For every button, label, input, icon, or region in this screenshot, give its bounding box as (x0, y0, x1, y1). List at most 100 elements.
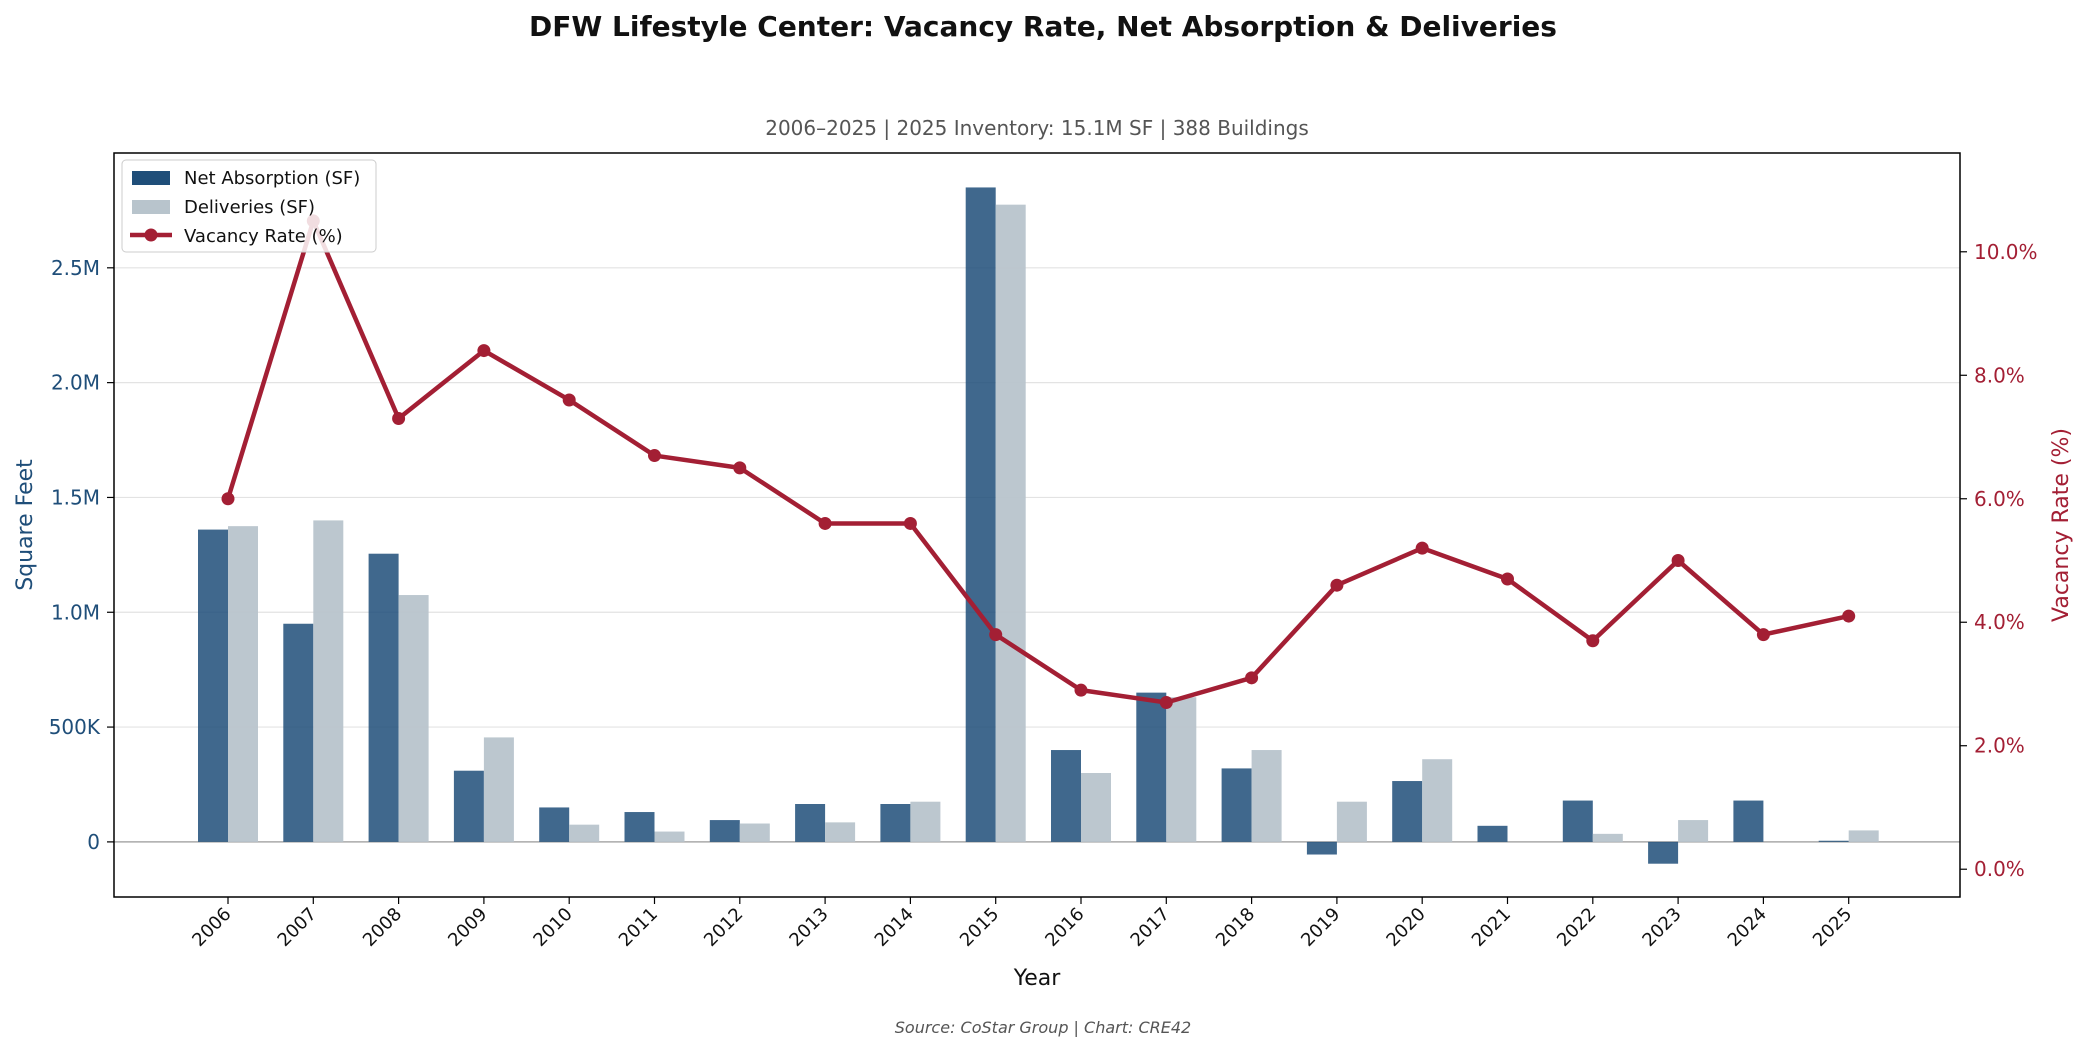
right-tick-label: 6.0% (1974, 487, 2025, 511)
legend-swatch-absorption (132, 171, 170, 185)
bar-deliveries-2017 (1166, 697, 1197, 842)
y2-axis-label: Vacancy Rate (%) (2049, 428, 2074, 622)
bar-deliveries-2015 (995, 204, 1026, 842)
chart-title: DFW Lifestyle Center: Vacancy Rate, Net … (529, 10, 1557, 43)
bar-absorption-2025 (1818, 840, 1849, 842)
bar-deliveries-2019 (1336, 801, 1367, 842)
x-tick-label: 2015 (956, 904, 1003, 951)
x-tick-label: 2012 (700, 904, 747, 951)
x-tick-label: 2022 (1553, 904, 1600, 951)
vacancy-point-2014 (903, 516, 917, 530)
vacancy-point-2019 (1330, 578, 1344, 592)
bar-absorption-2015 (965, 187, 996, 842)
chart-source: Source: CoStar Group | Chart: CRE42 (894, 1018, 1192, 1037)
legend: Net Absorption (SF) Deliveries (SF) Vaca… (121, 159, 377, 253)
x-tick-label: 2007 (274, 904, 321, 951)
vacancy-point-2011 (648, 449, 661, 463)
bar-absorption-2012 (709, 820, 740, 842)
vacancy-line (225, 218, 1850, 705)
bar-deliveries-2011 (654, 831, 685, 842)
right-tick-label: 4.0% (1974, 610, 2025, 634)
bar-absorption-2013 (795, 804, 826, 842)
y-axis-label: Square Feet (13, 459, 38, 591)
left-axis-ticks: 0 500K 1.0M 1.5M 2.0M 2.5M (49, 256, 114, 854)
bar-deliveries-2025 (1848, 830, 1879, 842)
bar-deliveries-2008 (398, 595, 429, 842)
chart-subtitle: 2006–2025 | 2025 Inventory: 15.1M SF | 3… (765, 116, 1309, 140)
vacancy-point-2018 (1245, 671, 1259, 685)
bar-absorption-2010 (539, 807, 570, 842)
bar-absorption-2018 (1221, 768, 1252, 842)
x-tick-label: 2019 (1297, 904, 1344, 951)
left-tick-label: 1.0M (51, 600, 100, 624)
vacancy-point-2020 (1415, 541, 1429, 555)
bar-absorption-2022 (1562, 800, 1593, 842)
vacancy-line-group (221, 214, 1856, 710)
x-axis-label: Year (1013, 966, 1062, 991)
bar-deliveries-2009 (483, 737, 514, 842)
x-tick-label: 2009 (444, 904, 491, 951)
bar-absorption-2009 (453, 770, 484, 842)
x-tick-label: 2010 (529, 904, 576, 951)
bar-absorption-2014 (880, 804, 911, 842)
left-tick-label: 500K (49, 715, 101, 739)
bar-absorption-2024 (1733, 800, 1764, 842)
right-axis-ticks: 0.0% 2.0% 4.0% 6.0% 8.0% 10.0% (1960, 240, 2038, 881)
bar-absorption-2008 (368, 553, 399, 842)
left-tick-label: 0 (87, 830, 100, 854)
right-tick-label: 10.0% (1974, 240, 2038, 264)
bar-absorption-2019 (1306, 841, 1337, 855)
x-tick-label: 2020 (1382, 904, 1429, 951)
vacancy-point-2013 (818, 516, 832, 530)
bar-absorption-2006 (198, 529, 228, 842)
bar-absorption-2007 (283, 623, 314, 842)
left-tick-label: 2.0M (51, 371, 100, 395)
vacancy-point-2008 (392, 411, 406, 425)
vacancy-point-2024 (1756, 628, 1770, 642)
bar-absorption-2011 (624, 812, 655, 842)
x-tick-label: 2017 (1127, 904, 1174, 951)
plot-frame (113, 152, 1961, 898)
x-axis-ticks: 2006 2007 2008 2009 2010 2011 2012 2013 2014 2015… (188, 897, 1856, 951)
bar-deliveries-2023 (1678, 820, 1709, 842)
right-tick-label: 2.0% (1974, 734, 2025, 758)
right-tick-label: 0.0% (1974, 857, 2025, 881)
x-tick-label: 2013 (785, 904, 832, 951)
vacancy-point-2022 (1586, 634, 1600, 648)
x-tick-label: 2025 (1809, 904, 1856, 951)
bar-deliveries-2006 (228, 526, 258, 842)
bar-deliveries-2016 (1081, 773, 1111, 842)
vacancy-point-2025 (1842, 609, 1856, 623)
x-tick-label: 2006 (188, 904, 235, 951)
vacancy-point-2023 (1671, 554, 1685, 568)
x-tick-label: 2016 (1041, 904, 1088, 951)
bar-deliveries-2018 (1251, 750, 1282, 842)
legend-label-absorption: Net Absorption (SF) (184, 168, 360, 189)
right-tick-label: 8.0% (1974, 363, 2025, 387)
x-tick-label: 2011 (615, 904, 662, 951)
legend-label-vacancy: Vacancy Rate (%) (184, 226, 343, 247)
bar-deliveries-2013 (825, 822, 856, 842)
vacancy-point-2017 (1159, 696, 1173, 710)
x-tick-label: 2008 (359, 904, 406, 951)
bar-absorption-2017 (1136, 692, 1167, 842)
bar-absorption-2020 (1392, 781, 1423, 842)
bar-deliveries-2012 (739, 823, 770, 842)
bar-absorption-2016 (1051, 750, 1081, 842)
x-tick-label: 2023 (1638, 904, 1685, 951)
legend-swatch-deliveries (132, 200, 170, 214)
legend-swatch-vacancy-marker (144, 228, 158, 242)
bars (198, 187, 1879, 864)
legend-label-deliveries: Deliveries (SF) (184, 197, 315, 218)
left-tick-label: 1.5M (51, 485, 100, 509)
vacancy-point-2016 (1074, 683, 1088, 697)
bar-deliveries-2010 (569, 824, 600, 842)
bar-deliveries-2022 (1592, 833, 1623, 842)
vacancy-point-2009 (477, 344, 491, 358)
x-tick-label: 2024 (1724, 904, 1771, 951)
bar-absorption-2023 (1648, 841, 1679, 864)
vacancy-point-2006 (221, 492, 235, 506)
bar-deliveries-2007 (313, 520, 344, 842)
x-tick-label: 2021 (1468, 904, 1515, 951)
vacancy-point-2010 (562, 393, 576, 407)
